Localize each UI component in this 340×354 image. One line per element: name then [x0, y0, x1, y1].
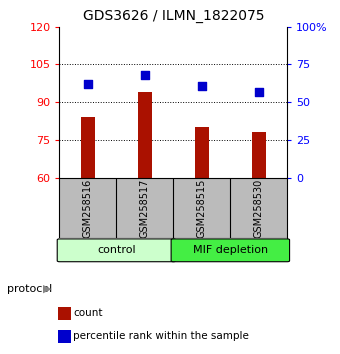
Text: ▶: ▶	[42, 284, 51, 293]
FancyBboxPatch shape	[57, 239, 176, 262]
FancyBboxPatch shape	[171, 239, 290, 262]
Text: count: count	[73, 308, 103, 318]
Title: GDS3626 / ILMN_1822075: GDS3626 / ILMN_1822075	[83, 9, 264, 23]
Text: GSM258516: GSM258516	[83, 178, 93, 238]
Bar	[138, 92, 152, 178]
Text: MIF depletion: MIF depletion	[193, 245, 268, 255]
Bar	[252, 132, 266, 178]
Point	[199, 83, 205, 88]
Point	[256, 89, 261, 95]
Bar	[81, 117, 95, 178]
Point	[85, 81, 91, 87]
Text: percentile rank within the sample: percentile rank within the sample	[73, 331, 249, 341]
Text: control: control	[97, 245, 136, 255]
Text: GSM258517: GSM258517	[140, 178, 150, 238]
Bar	[195, 127, 209, 178]
Text: GSM258530: GSM258530	[254, 178, 264, 238]
Point	[142, 72, 148, 78]
Text: protocol: protocol	[7, 284, 52, 293]
Text: GSM258515: GSM258515	[197, 178, 207, 238]
